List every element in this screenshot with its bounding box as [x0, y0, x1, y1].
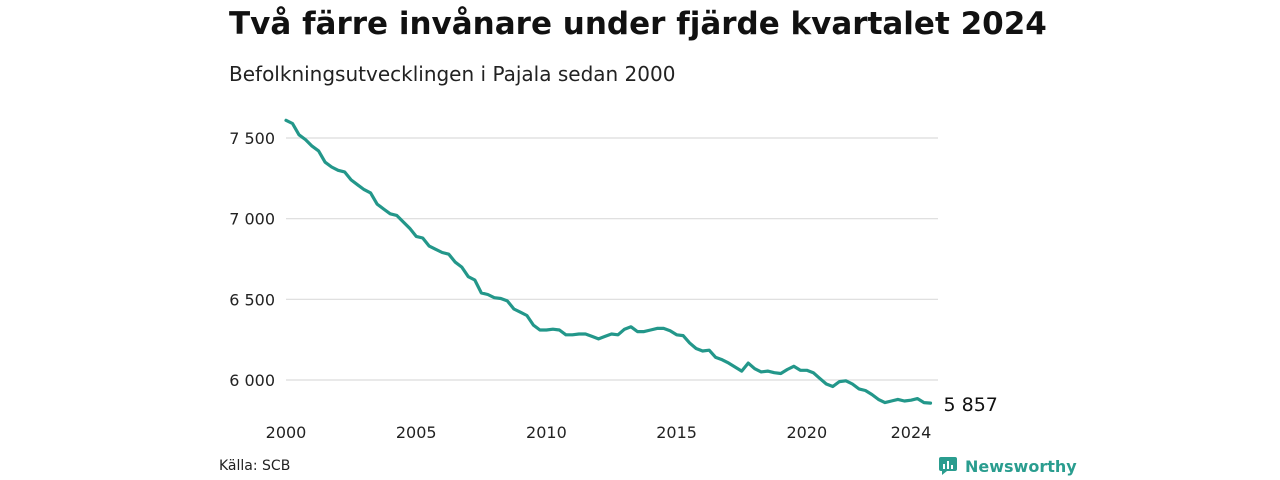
x-tick-label: 2010: [526, 423, 567, 442]
end-value-label: 5 857: [943, 394, 997, 416]
x-tick-label: 2020: [786, 423, 827, 442]
newsworthy-logo-icon: [939, 457, 957, 475]
x-tick-label: 2005: [396, 423, 437, 442]
x-tick-label: 2000: [266, 423, 307, 442]
chart-title: Två färre invånare under fjärde kvartale…: [229, 6, 1047, 42]
source-note: Källa: SCB: [219, 458, 291, 474]
chart-subtitle: Befolkningsutvecklingen i Pajala sedan 2…: [229, 62, 676, 86]
y-tick-label: 7 500: [229, 129, 275, 148]
brand-name: Newsworthy: [965, 456, 1077, 476]
y-tick-label: 7 000: [229, 210, 275, 229]
y-tick-label: 6 000: [229, 371, 275, 390]
x-tick-label: 2024: [891, 423, 932, 442]
brand-logo: Newsworthy: [938, 456, 1077, 476]
y-tick-label: 6 500: [229, 290, 275, 309]
series-line: [284, 118, 933, 405]
x-tick-label: 2015: [656, 423, 697, 442]
